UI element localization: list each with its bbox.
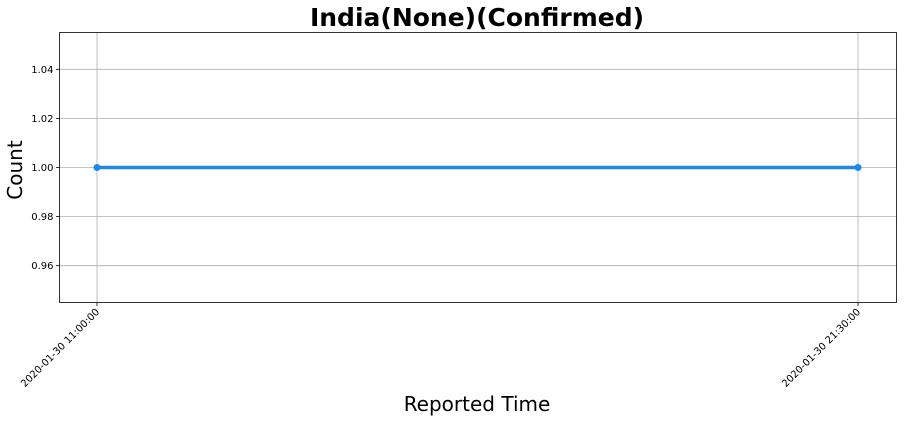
y-tick-label: 1.00 <box>31 163 53 174</box>
chart-title: India(None)(Confirmed) <box>310 3 644 32</box>
y-axis-label: Count <box>3 140 27 200</box>
x-tick-label: 2020-01-30 11:00:00 <box>19 307 102 390</box>
y-tick-label: 1.02 <box>31 114 53 125</box>
y-tick-label: 0.96 <box>31 261 53 272</box>
data-point <box>93 164 101 171</box>
series <box>93 164 862 171</box>
x-tick-label: 2020-01-30 21:30:00 <box>780 307 863 390</box>
x-axis: 2020-01-30 11:00:00 2020-01-30 21:30:00 <box>19 302 863 390</box>
y-tick-label: 0.98 <box>31 212 53 223</box>
y-axis: 0.96 0.98 1.00 1.02 1.04 <box>31 65 60 272</box>
y-tick-label: 1.04 <box>31 65 53 76</box>
data-point <box>854 164 862 171</box>
x-axis-label: Reported Time <box>404 392 551 416</box>
